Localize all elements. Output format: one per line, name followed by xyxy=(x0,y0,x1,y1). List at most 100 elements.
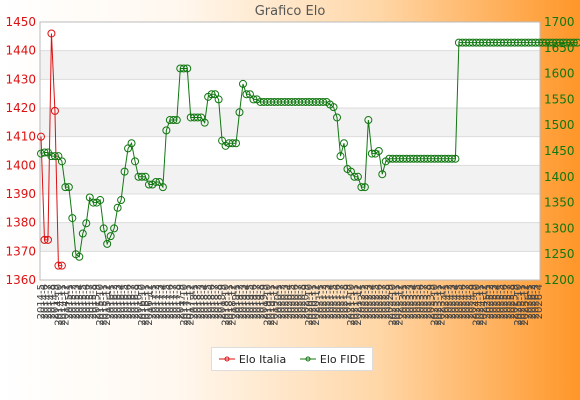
x-tick-label: 2015-9 xyxy=(92,284,103,319)
data-point[interactable] xyxy=(350,172,359,181)
x-tick-label: 2025-7 xyxy=(503,284,514,319)
data-point[interactable] xyxy=(200,118,209,127)
x-tick-label: 2020-9 xyxy=(301,284,312,319)
x-tick-label: 2024-7 xyxy=(461,284,472,319)
data-point[interactable] xyxy=(50,152,59,161)
x-tick-label: 2017-5 xyxy=(161,284,172,319)
x-tick-label: 2026-1 xyxy=(524,284,535,319)
data-point[interactable] xyxy=(158,183,167,192)
data-point[interactable] xyxy=(117,196,126,205)
data-point[interactable] xyxy=(99,224,108,233)
data-point[interactable] xyxy=(127,139,136,148)
data-point[interactable] xyxy=(447,154,456,163)
x-tick-label: 2017-8 xyxy=(172,284,183,319)
x-tick-label: 2015-6 xyxy=(81,284,92,319)
data-point[interactable] xyxy=(378,170,387,179)
data-point[interactable] xyxy=(329,103,338,112)
x-tick-label: 2016-10 xyxy=(137,284,148,326)
data-point[interactable] xyxy=(242,90,251,99)
x-tick-label: 2024-10 xyxy=(471,284,482,326)
x-tick-label: 2022-9 xyxy=(384,284,395,319)
x-tick-label: 2023-3 xyxy=(405,284,416,319)
data-point[interactable] xyxy=(89,198,98,207)
data-point[interactable] xyxy=(162,126,171,135)
x-tick-label: 2024-4 xyxy=(450,284,461,319)
data-point[interactable] xyxy=(207,90,216,99)
data-point[interactable] xyxy=(179,64,188,73)
data-point[interactable] xyxy=(54,261,63,270)
data-point[interactable] xyxy=(353,172,362,181)
data-point[interactable] xyxy=(319,97,328,106)
data-point[interactable] xyxy=(106,232,115,241)
x-tick-label: 2014-8 xyxy=(46,284,57,319)
x-tick-label: 2020-7 xyxy=(294,284,305,319)
data-point[interactable] xyxy=(137,172,146,181)
data-point[interactable] xyxy=(172,116,181,125)
data-point[interactable] xyxy=(40,148,49,157)
data-point[interactable] xyxy=(103,239,112,248)
data-point[interactable] xyxy=(339,139,348,148)
data-point[interactable] xyxy=(183,64,192,73)
data-point[interactable] xyxy=(249,95,258,104)
data-point[interactable] xyxy=(64,183,73,192)
x-tick-label: 2025-2 xyxy=(485,284,496,319)
data-point[interactable] xyxy=(61,183,70,192)
x-tick-label: 2025-8 xyxy=(506,284,517,319)
x-tick-label: 2014-7 xyxy=(43,284,54,319)
data-point[interactable] xyxy=(43,235,52,244)
data-point[interactable] xyxy=(40,235,49,244)
x-tick-label: 2021-11 xyxy=(349,284,360,326)
series-elo-italia xyxy=(37,29,66,270)
data-point[interactable] xyxy=(78,229,87,238)
x-tick-label: 2015-11 xyxy=(99,284,110,326)
data-point[interactable] xyxy=(573,38,580,47)
data-point[interactable] xyxy=(141,172,150,181)
data-point[interactable] xyxy=(110,224,119,233)
data-point[interactable] xyxy=(75,252,84,261)
data-point[interactable] xyxy=(336,152,345,161)
legend-entry-elo-italia[interactable]: Elo Italia xyxy=(218,353,286,366)
data-point[interactable] xyxy=(47,29,56,38)
data-point[interactable] xyxy=(120,167,129,176)
data-point[interactable] xyxy=(68,214,77,223)
data-point[interactable] xyxy=(214,95,223,104)
x-tick-label: 2022-11 xyxy=(391,284,402,326)
x-tick-label: 2023-4 xyxy=(409,284,420,319)
data-point[interactable] xyxy=(169,116,178,125)
data-point[interactable] xyxy=(113,203,122,212)
legend: Elo Italia Elo FIDE xyxy=(211,347,373,371)
data-point[interactable] xyxy=(96,196,105,205)
data-point[interactable] xyxy=(57,261,66,270)
data-point[interactable] xyxy=(374,147,383,155)
x-tick-label: 2016-7 xyxy=(127,284,138,319)
data-point[interactable] xyxy=(451,154,460,163)
data-point[interactable] xyxy=(193,113,202,122)
chart-title: Grafico Elo xyxy=(254,4,326,19)
data-point[interactable] xyxy=(50,106,59,115)
data-point[interactable] xyxy=(364,116,373,125)
data-point[interactable] xyxy=(357,183,366,192)
data-point[interactable] xyxy=(82,219,91,228)
data-point[interactable] xyxy=(367,149,376,158)
data-point[interactable] xyxy=(144,180,153,189)
data-point[interactable] xyxy=(235,108,244,117)
data-point[interactable] xyxy=(228,139,237,148)
data-point[interactable] xyxy=(131,157,140,166)
left-tick-label: 1360 xyxy=(5,273,36,287)
x-tick-label: 2025-5 xyxy=(496,284,507,319)
data-point[interactable] xyxy=(57,157,66,166)
x-tick-label: 2016-8 xyxy=(130,284,141,319)
data-point[interactable] xyxy=(151,177,160,186)
x-tick-label: 2022-3 xyxy=(363,284,374,319)
data-point[interactable] xyxy=(360,183,369,192)
x-tick-label: 2021-8 xyxy=(339,284,350,319)
data-point[interactable] xyxy=(238,79,247,88)
right-tick-label: 1350 xyxy=(544,196,575,210)
data-point[interactable] xyxy=(569,38,578,47)
legend-entry-elo-fide[interactable]: Elo FIDE xyxy=(299,353,365,366)
x-tick-label: 2018-4 xyxy=(200,284,211,319)
data-point[interactable] xyxy=(333,113,342,122)
x-tick-label: 2022-10 xyxy=(388,284,399,326)
data-point[interactable] xyxy=(37,132,45,141)
data-point[interactable] xyxy=(232,139,241,148)
